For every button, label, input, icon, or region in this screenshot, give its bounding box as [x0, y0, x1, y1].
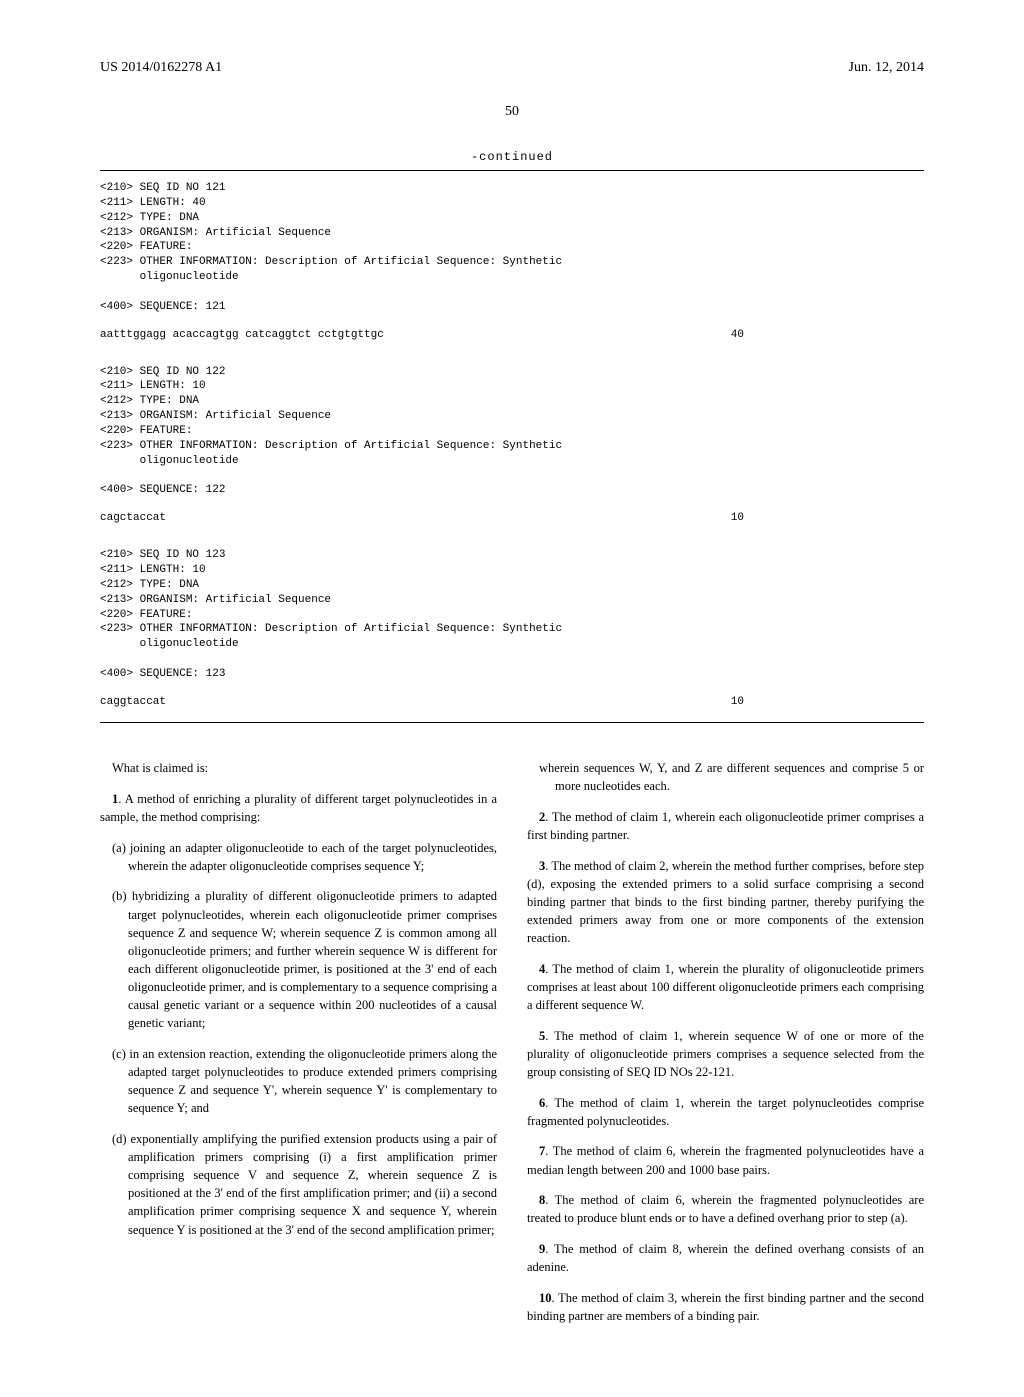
claim-1-c: (c) in an extension reaction, extending … — [100, 1045, 497, 1118]
page-number: 50 — [100, 104, 924, 120]
claim-8: 8. The method of claim 6, wherein the fr… — [527, 1191, 924, 1227]
page: US 2014/0162278 A1 Jun. 12, 2014 50 -con… — [0, 0, 1024, 1397]
seq-meta-122: <210> SEQ ID NO 122 <211> LENGTH: 10 <21… — [100, 365, 924, 499]
seq-123: caggtaccat 10 — [100, 696, 924, 708]
seq-length: 10 — [731, 512, 744, 524]
seq-text: caggtaccat — [100, 696, 166, 708]
publication-date: Jun. 12, 2014 — [849, 60, 924, 76]
claim-1-b: (b) hybridizing a plurality of different… — [100, 887, 497, 1032]
claim-4: 4. The method of claim 1, wherein the pl… — [527, 960, 924, 1014]
claim-1: 1. A method of enriching a plurality of … — [100, 790, 497, 826]
claim-number: 10 — [539, 1291, 552, 1305]
claim-text: . The method of claim 6, wherein the fra… — [527, 1144, 924, 1176]
claim-text: . A method of enriching a plurality of d… — [100, 792, 497, 824]
right-column: wherein sequences W, Y, and Z are differ… — [527, 747, 924, 1338]
claim-9: 9. The method of claim 8, wherein the de… — [527, 1240, 924, 1276]
claim-1-a: (a) joining an adapter oligonucleotide t… — [100, 839, 497, 875]
claim-7: 7. The method of claim 6, wherein the fr… — [527, 1142, 924, 1178]
claim-6: 6. The method of claim 1, wherein the ta… — [527, 1094, 924, 1130]
page-header: US 2014/0162278 A1 Jun. 12, 2014 — [100, 60, 924, 76]
claim-text: . The method of claim 3, wherein the fir… — [527, 1291, 924, 1323]
seq-length: 40 — [731, 329, 744, 341]
seq-meta-123: <210> SEQ ID NO 123 <211> LENGTH: 10 <21… — [100, 548, 924, 682]
seq-length: 10 — [731, 696, 744, 708]
continued-label: -continued — [100, 150, 924, 164]
publication-number: US 2014/0162278 A1 — [100, 60, 222, 76]
claim-3: 3. The method of claim 2, wherein the me… — [527, 857, 924, 948]
claim-text: . The method of claim 1, wherein sequenc… — [527, 1029, 924, 1079]
seq-meta-121: <210> SEQ ID NO 121 <211> LENGTH: 40 <21… — [100, 181, 924, 315]
claim-2: 2. The method of claim 1, wherein each o… — [527, 808, 924, 844]
left-column: What is claimed is: 1. A method of enric… — [100, 747, 497, 1338]
claims-intro: What is claimed is: — [100, 759, 497, 777]
claim-5: 5. The method of claim 1, wherein sequen… — [527, 1027, 924, 1081]
claim-text: . The method of claim 1, wherein the plu… — [527, 962, 924, 1012]
claim-text: . The method of claim 1, wherein each ol… — [527, 810, 924, 842]
claim-1-tail: wherein sequences W, Y, and Z are differ… — [527, 759, 924, 795]
claim-text: . The method of claim 8, wherein the def… — [527, 1242, 924, 1274]
seq-text: cagctaccat — [100, 512, 166, 524]
claim-text: . The method of claim 1, wherein the tar… — [527, 1096, 924, 1128]
seq-text: aatttggagg acaccagtgg catcaggtct cctgtgt… — [100, 329, 384, 341]
claims-columns: What is claimed is: 1. A method of enric… — [100, 747, 924, 1338]
seq-121: aatttggagg acaccagtgg catcaggtct cctgtgt… — [100, 329, 924, 341]
seq-122: cagctaccat 10 — [100, 512, 924, 524]
claim-text: . The method of claim 6, wherein the fra… — [527, 1193, 924, 1225]
claim-10: 10. The method of claim 3, wherein the f… — [527, 1289, 924, 1325]
claim-text: . The method of claim 2, wherein the met… — [527, 859, 924, 946]
sequence-listing: <210> SEQ ID NO 121 <211> LENGTH: 40 <21… — [100, 170, 924, 723]
claim-1-d: (d) exponentially amplifying the purifie… — [100, 1130, 497, 1239]
